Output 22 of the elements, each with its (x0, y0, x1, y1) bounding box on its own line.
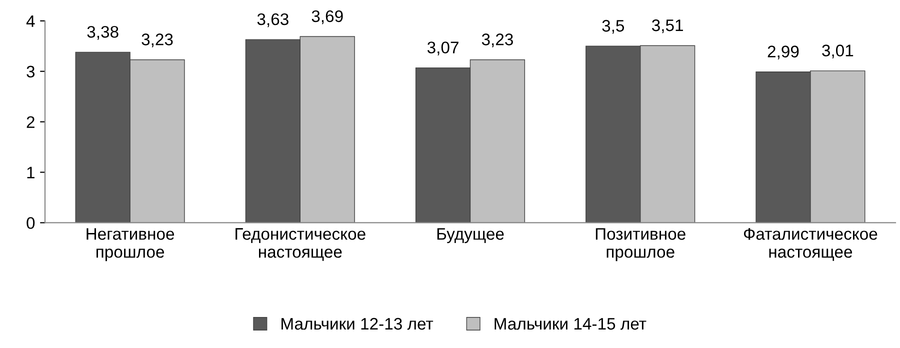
y-tick-label: 4 (26, 15, 35, 27)
data-label: 2,99 (768, 46, 799, 60)
y-tick-label: 1 (27, 166, 34, 178)
data-label: 3,63 (257, 13, 288, 28)
y-tick-label: 0 (26, 217, 35, 229)
legend-label: Мальчики 14-15 лет (494, 318, 646, 330)
data-label: 3,23 (482, 34, 513, 48)
x-tick-label: Будущее (437, 228, 504, 244)
x-tick-label: Гедонистическое настоящее (236, 228, 366, 261)
x-tick-label: Фаталистическое настоящее (744, 228, 878, 261)
y-tick-label: 3 (26, 66, 35, 78)
x-tick-label: Позитивное прошлое (596, 228, 686, 262)
data-label: 3,07 (427, 42, 458, 56)
data-label: 3,5 (602, 20, 624, 34)
data-label: 3,01 (822, 44, 854, 58)
legend-label: Мальчики 12-13 лет (282, 318, 434, 330)
y-tick-label: 2 (26, 116, 34, 128)
data-label: 3,69 (312, 10, 343, 24)
x-tick-label: Негативное прошлое (86, 228, 174, 262)
data-label: 3,51 (652, 19, 683, 34)
data-label: 3,23 (142, 34, 173, 48)
data-label: 3,38 (87, 26, 118, 40)
